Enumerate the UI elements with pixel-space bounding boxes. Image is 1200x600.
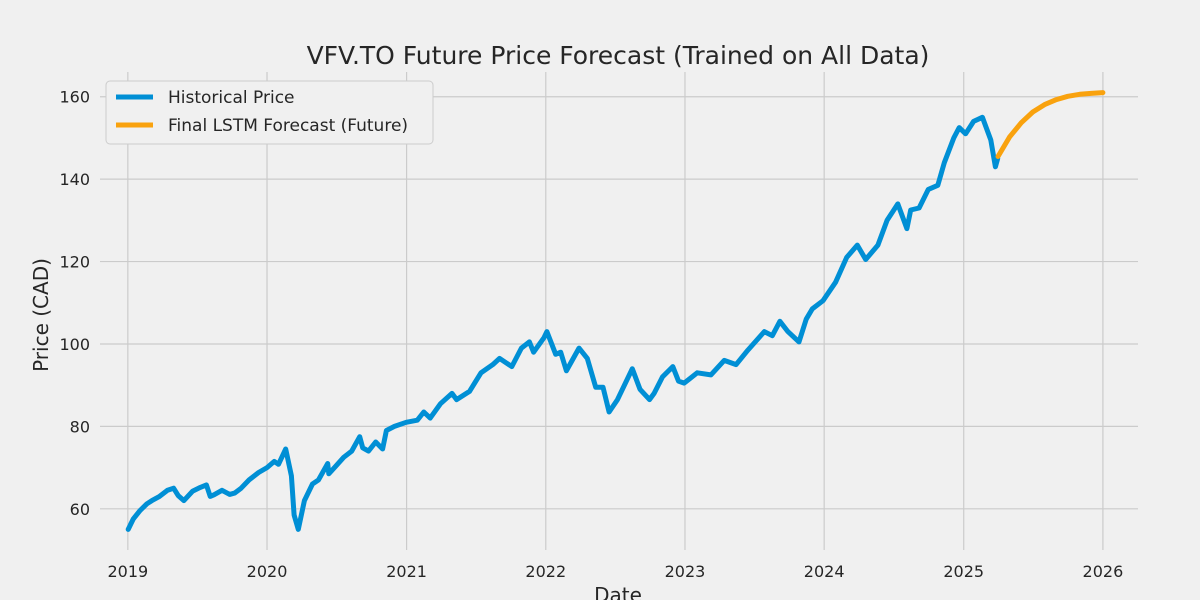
y-tick-label: 100 [59, 335, 90, 354]
x-tick-label: 2026 [1083, 562, 1124, 581]
series-line-historical-price [125, 114, 1001, 532]
x-tick-label: 2019 [107, 562, 148, 581]
legend-box [105, 80, 434, 145]
legend-label-forecast: Final LSTM Forecast (Future) [168, 116, 408, 136]
legend: Historical Price Final LSTM Forecast (Fu… [105, 80, 434, 145]
series-line-lstm-forecast [995, 90, 1106, 159]
y-tick-label: 60 [70, 500, 90, 519]
y-tick-label: 80 [70, 417, 90, 436]
x-tick-label: 2025 [943, 562, 984, 581]
y-tick-label: 120 [59, 253, 90, 272]
chart-title: VFV.TO Future Price Forecast (Trained on… [307, 41, 930, 70]
y-tick-label: 160 [59, 88, 90, 107]
y-axis-title: Price (CAD) [29, 258, 53, 372]
x-tick-label: 2024 [804, 562, 845, 581]
y-tick-label: 140 [59, 170, 90, 189]
x-axis-title: Date [594, 583, 642, 600]
x-tick-label: 2022 [525, 562, 566, 581]
legend-label-historical: Historical Price [168, 88, 295, 108]
x-tick-label: 2020 [247, 562, 288, 581]
x-tick-label: 2021 [386, 562, 427, 581]
x-tick-label: 2023 [665, 562, 706, 581]
